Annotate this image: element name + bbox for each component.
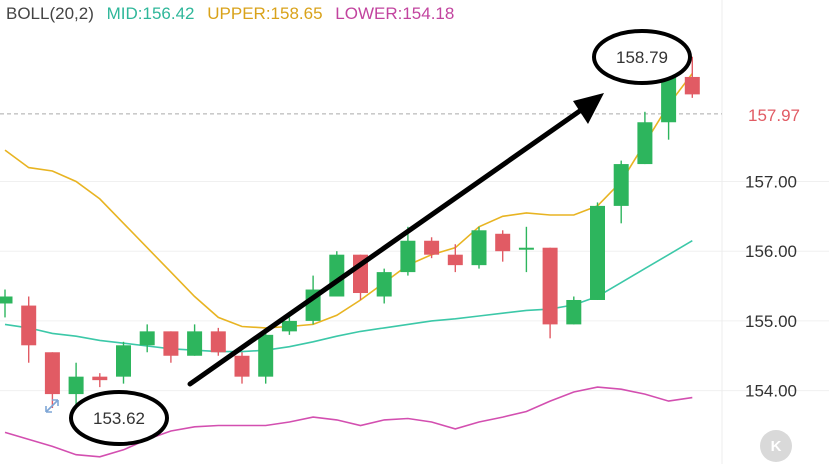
arrow-shaft [187,105,587,387]
candle-body [424,240,440,255]
y-tick-label: 155.00 [745,312,797,331]
boll-indicator-label: BOLL(20,2) [6,4,94,23]
candle-body [400,240,416,273]
high-annotation: 158.79 [592,29,692,85]
k-icon[interactable]: K [760,430,792,462]
candle-up [116,341,131,384]
candle-body [0,296,13,304]
candle-body [471,230,487,266]
low-annotation: 153.62 [69,390,169,446]
y-tick-label: 156.00 [745,242,797,261]
price-annotations: 153.62 158.79 [69,29,692,446]
candle-body [376,272,392,297]
boll-mid-value: MID:156.42 [106,4,195,23]
candle-up [376,268,392,304]
candle-down [234,352,250,384]
candle-up [400,226,416,276]
upper-band-line [4,73,693,329]
candle-body [187,331,203,356]
candle-body [163,331,179,356]
arrow-head [573,93,604,124]
candle-up [139,324,155,353]
candle-down [542,247,558,339]
candle-body [92,376,108,381]
candle-down [210,327,226,356]
candle-up [518,226,534,273]
current-price-label: 157.97 [748,106,800,125]
high-annotation-label: 158.79 [616,48,668,67]
candle-down [684,56,700,98]
y-tick-label: 157.00 [745,173,797,192]
candle-body [139,331,155,346]
low-annotation-ellipse [69,390,169,446]
candle-body [68,376,84,395]
candle-down [163,331,179,363]
y-tick-label: 154.00 [745,382,797,401]
candle-down [447,244,463,273]
candle-up [661,73,677,140]
candle-up [258,331,274,384]
candle-body [210,331,226,353]
candle-body [116,345,131,377]
candle-up [187,324,203,356]
boll-lower-value: LOWER:154.18 [335,4,455,23]
candle-body [542,247,558,325]
trend-arrow [187,93,604,387]
candle-down [495,230,511,262]
mid-band-line [4,240,693,353]
candle-up [590,202,605,300]
price-axis: 157.00 156.00 155.00 154.00 157.97 [745,106,800,401]
candle-down [21,296,37,363]
candle-body [637,122,653,165]
candle-body [613,164,629,206]
candle-body [281,320,297,332]
candle-body [44,352,60,395]
candle-up [0,289,13,318]
candle-body [258,334,274,377]
candle-body [21,305,37,346]
candle-body [566,299,582,325]
fullscreen-icon[interactable] [45,399,59,413]
boll-upper-value: UPPER:158.65 [207,4,323,23]
candle-up [329,251,345,297]
candle-down [424,237,440,259]
candle-body [518,247,534,250]
candle-up [637,111,653,165]
candle-up [471,226,487,269]
candle-body [234,355,250,377]
high-annotation-ellipse [592,29,692,85]
low-annotation-label: 153.62 [93,409,145,428]
candle-up [566,296,582,325]
candle-body [590,205,605,300]
boll-legend: BOLL(20,2) MID:156.42 UPPER:158.65 LOWER… [6,4,462,24]
fullscreen-arrows [45,399,59,413]
candle-body [447,254,463,266]
lower-band-line [4,386,693,458]
candle-down [44,352,60,409]
candle-up [613,160,629,224]
candle-body [495,233,511,252]
candle-down [92,373,108,388]
candle-up [281,317,297,335]
candle-body [684,76,700,95]
candle-body [661,76,677,123]
